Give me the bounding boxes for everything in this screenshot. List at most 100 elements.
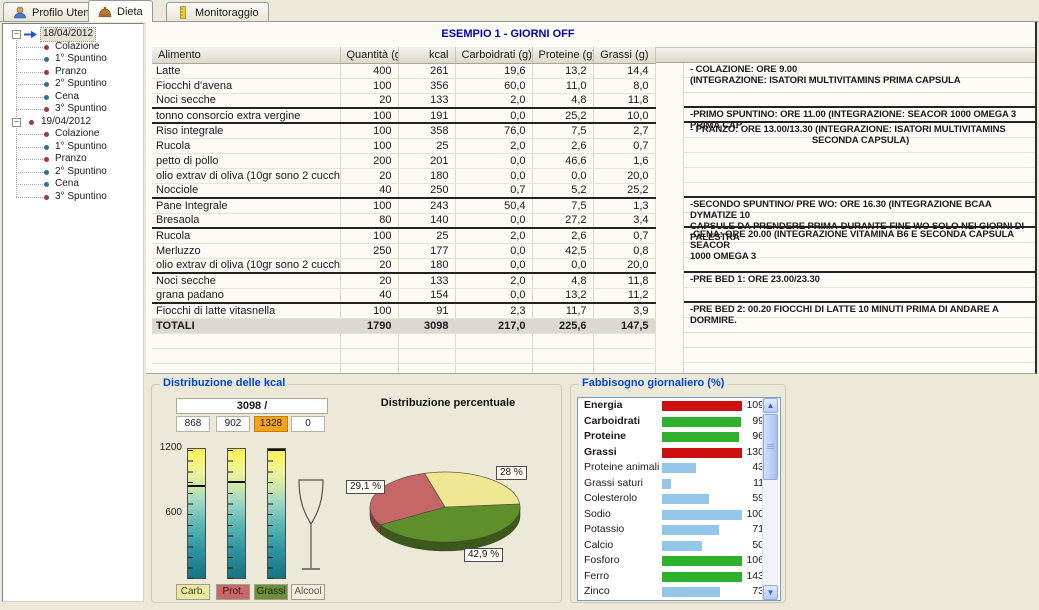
tree-meal-item[interactable]: Pranzo bbox=[3, 153, 143, 166]
tree-day-label[interactable]: 19/04/2012 bbox=[41, 115, 92, 127]
needs-label: Grassi bbox=[584, 445, 617, 458]
tab-label: Monitoraggio bbox=[195, 6, 259, 19]
tree-day-node[interactable]: − 19/04/2012 bbox=[3, 116, 143, 129]
needs-row: Sodio 100 bbox=[578, 507, 780, 523]
food-row[interactable]: Fiocchi d'avena 100 356 60,0 11,0 8,0 bbox=[152, 78, 656, 94]
meal-bullet-icon bbox=[44, 157, 49, 162]
tree-meal-item[interactable]: 1° Spuntino bbox=[3, 141, 143, 154]
tree-meal-label[interactable]: Pranzo bbox=[55, 65, 87, 77]
meal-bullet-icon bbox=[44, 144, 49, 150]
tree-meal-label[interactable]: 2° Spuntino bbox=[55, 78, 107, 89]
note-block[interactable]: - COLAZIONE: ORE 9.00 (INTEGRAZIONE: ISAT… bbox=[690, 64, 961, 86]
needs-row: Grassi saturi 11 bbox=[578, 476, 780, 492]
tree-meal-label[interactable]: 2° Spuntino bbox=[55, 165, 107, 177]
diet-sheet: ESEMPIO 1 - GIORNI OFF Alimento Quantità … bbox=[146, 22, 1037, 374]
food-row[interactable]: grana padano 40 154 0,0 13,2 11,2 bbox=[152, 288, 656, 304]
food-row[interactable]: Noci secche 20 133 2,0 4,8 11,8 bbox=[152, 273, 656, 289]
note-block[interactable]: - PRANZO: ORE 13.00/13.30 (INTEGRAZIONE:… bbox=[684, 121, 1035, 196]
food-row[interactable]: Nocciole 40 250 0,7 5,2 25,2 bbox=[152, 183, 656, 199]
food-dome-icon bbox=[98, 6, 112, 18]
tab-monitoraggio[interactable]: Monitoraggio bbox=[166, 2, 269, 22]
pie-chart bbox=[369, 471, 521, 552]
pie-title: Distribuzione percentuale bbox=[380, 397, 516, 409]
needs-value: 71 bbox=[752, 523, 764, 535]
kcal-total-box: 3098 / bbox=[176, 398, 328, 414]
kcal-value-box[interactable]: 1328 bbox=[254, 416, 288, 432]
kcal-value-box[interactable]: 902 bbox=[216, 416, 250, 432]
needs-label: Potassio bbox=[584, 523, 625, 535]
tree-meal-item[interactable]: 3° Spuntino bbox=[3, 191, 143, 204]
needs-value: 106 bbox=[746, 554, 764, 566]
food-row[interactable]: tonno consorcio extra vergine 100 191 0,0 25… bbox=[152, 108, 656, 124]
food-row[interactable]: Riso integrale 100 358 76,0 7,5 2,7 bbox=[152, 123, 656, 139]
axis-tick-1200: 1200 bbox=[159, 442, 182, 453]
needs-scrollbar[interactable]: ▲ ▼ bbox=[762, 398, 778, 600]
needs-label: Carboidrati bbox=[584, 414, 641, 427]
scrollbar-thumb[interactable] bbox=[763, 414, 778, 480]
tab-strip-border bbox=[0, 21, 1039, 22]
tree-meal-item[interactable]: Colazione bbox=[3, 41, 143, 54]
meal-bullet-icon bbox=[44, 69, 49, 75]
tree-meal-label[interactable]: 1° Spuntino bbox=[55, 140, 107, 152]
food-row[interactable]: Rucola 100 25 2,0 2,6 0,7 bbox=[152, 228, 656, 244]
tree-expander-icon[interactable]: − bbox=[12, 117, 21, 127]
tree-meal-label[interactable]: Colazione bbox=[55, 40, 100, 52]
diet-title: ESEMPIO 1 - GIORNI OFF bbox=[441, 28, 575, 40]
tree-meal-label[interactable]: 1° Spuntino bbox=[55, 53, 107, 64]
meal-bullet-icon bbox=[44, 169, 49, 175]
needs-bar bbox=[662, 540, 702, 551]
food-row[interactable]: Rucola 100 25 2,0 2,6 0,7 bbox=[152, 138, 656, 154]
food-row[interactable]: Latte 400 261 19,6 13,2 14,4 bbox=[152, 63, 656, 79]
empty-row bbox=[152, 333, 656, 349]
needs-value: 109 bbox=[746, 399, 764, 411]
tab-dieta[interactable]: Dieta bbox=[88, 0, 153, 22]
tree-meal-item[interactable]: 2° Spuntino bbox=[3, 78, 143, 91]
tree-meal-label[interactable]: Pranzo bbox=[55, 153, 87, 164]
totals-row: TOTALI 1790 3098 217,0 225,6 147,5 bbox=[152, 318, 656, 334]
tree-meal-item[interactable]: 3° Spuntino bbox=[3, 103, 143, 116]
tree-meal-label[interactable]: Cena bbox=[55, 90, 79, 102]
tree-meal-item[interactable]: Colazione bbox=[3, 128, 143, 141]
needs-row: Potassio 71 bbox=[578, 522, 780, 538]
food-row[interactable]: petto di pollo 200 201 0,0 46,6 1,6 bbox=[152, 153, 656, 169]
food-row[interactable]: olio extrav di oliva (10gr sono 2 cucchi… bbox=[152, 168, 656, 184]
gauge-value-marker bbox=[188, 485, 205, 487]
tree-day-node[interactable]: − 18/04/2012 bbox=[3, 27, 143, 42]
tree-meal-label[interactable]: 3° Spuntino bbox=[55, 190, 107, 202]
note-block[interactable]: -PRIMO SPUNTINO: ORE 11.00 (INTEGRAZIONE… bbox=[684, 106, 1035, 131]
tree-meal-item[interactable]: Cena bbox=[3, 91, 143, 104]
scroll-down-icon[interactable]: ▼ bbox=[763, 585, 778, 600]
needs-row: Fosforo 106 bbox=[578, 553, 780, 569]
tree-meal-label[interactable]: Cena bbox=[55, 178, 79, 189]
column-header: Carboidrati (g) bbox=[455, 47, 533, 64]
empty-row bbox=[152, 348, 656, 364]
needs-label: Proteine animali bbox=[584, 461, 660, 473]
tree-meal-item[interactable]: Pranzo bbox=[3, 66, 143, 79]
pie-label-carb: 28 % bbox=[496, 466, 527, 480]
kcal-value-box[interactable]: 0 bbox=[291, 416, 325, 432]
tree-meal-label[interactable]: Colazione bbox=[55, 128, 100, 139]
food-row[interactable]: Pane Integrale 100 243 50,4 7,5 1,3 bbox=[152, 198, 656, 214]
food-row[interactable]: olio extrav di oliva (10gr sono 2 cucchi… bbox=[152, 258, 656, 274]
needs-label: Zinco bbox=[584, 585, 610, 597]
tree-expander-icon[interactable]: − bbox=[12, 30, 21, 39]
needs-value: 43 bbox=[752, 461, 764, 473]
food-row[interactable]: Merluzzo 250 177 0,0 42,5 0,8 bbox=[152, 243, 656, 259]
food-row[interactable]: Fiocchi di latte vitasnella 100 91 2,3 11,7 3… bbox=[152, 303, 656, 319]
food-row[interactable]: Noci secche 20 133 2,0 4,8 11,8 bbox=[152, 93, 656, 109]
note-block[interactable]: -PRE BED 1: ORE 23.00/23.30 bbox=[684, 271, 1035, 301]
note-block[interactable]: -CENA: ORE 20.00 (INTEGRAZIONE VITAMINA … bbox=[684, 226, 1035, 271]
kcal-value-box[interactable]: 868 bbox=[176, 416, 210, 432]
tree-meal-label[interactable]: 3° Spuntino bbox=[55, 103, 107, 114]
tree-meal-item[interactable]: 2° Spuntino bbox=[3, 166, 143, 179]
food-row[interactable]: Bresaola 80 140 0,0 27,2 3,4 bbox=[152, 213, 656, 229]
needs-row: Carboidrati 99 bbox=[578, 414, 780, 430]
tree-meal-item[interactable]: 1° Spuntino bbox=[3, 53, 143, 66]
tab-profilo-utente[interactable]: Profilo Utente bbox=[3, 2, 109, 22]
gauge-ticks bbox=[188, 450, 193, 579]
note-block[interactable]: -PRE BED 2: 00.20 FIOCCHI DI LATTE 10 MI… bbox=[684, 301, 1035, 326]
tree-day-label[interactable]: 18/04/2012 bbox=[39, 27, 97, 42]
needs-row: Ferro 143 bbox=[578, 569, 780, 585]
scroll-up-icon[interactable]: ▲ bbox=[763, 398, 778, 413]
tree-meal-item[interactable]: Cena bbox=[3, 178, 143, 191]
